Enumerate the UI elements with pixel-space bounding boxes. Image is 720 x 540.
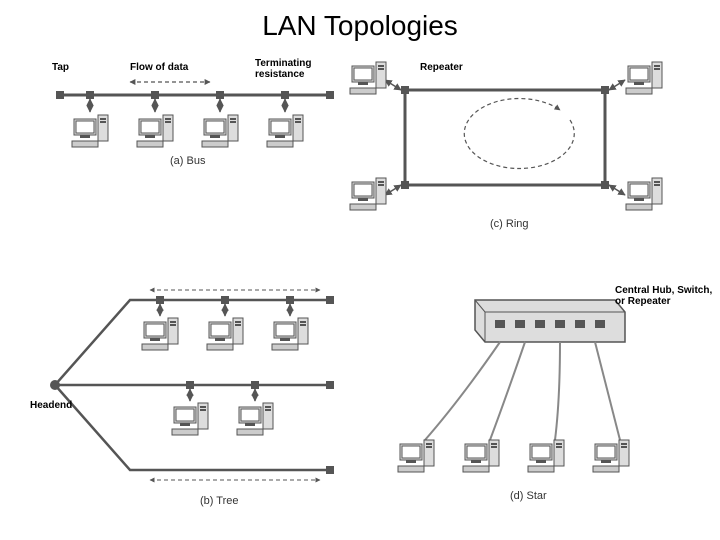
label-flow: Flow of data [130,62,188,73]
diagram-canvas [0,0,720,540]
caption-ring: (c) Ring [490,218,529,230]
ring-rect [405,90,605,185]
label-hub: Central Hub, Switch, or Repeater [615,285,715,307]
caption-star: (d) Star [510,490,547,502]
label-repeater: Repeater [420,62,463,73]
star-cables [425,342,620,440]
tree-pcs-top [142,296,308,350]
ring-nodes [350,62,662,210]
label-headend: Headend [30,400,72,411]
ring-flow [464,99,574,169]
bus-nodes [72,91,303,147]
star-pcs [398,440,629,472]
tap-square [56,91,64,99]
caption-tree: (b) Tree [200,495,239,507]
hub-device [475,300,625,342]
caption-bus: (a) Bus [170,155,205,167]
tree-pcs-mid [172,381,273,435]
label-term: Terminating resistance [255,58,325,80]
label-tap: Tap [52,62,69,73]
term-square [326,91,334,99]
